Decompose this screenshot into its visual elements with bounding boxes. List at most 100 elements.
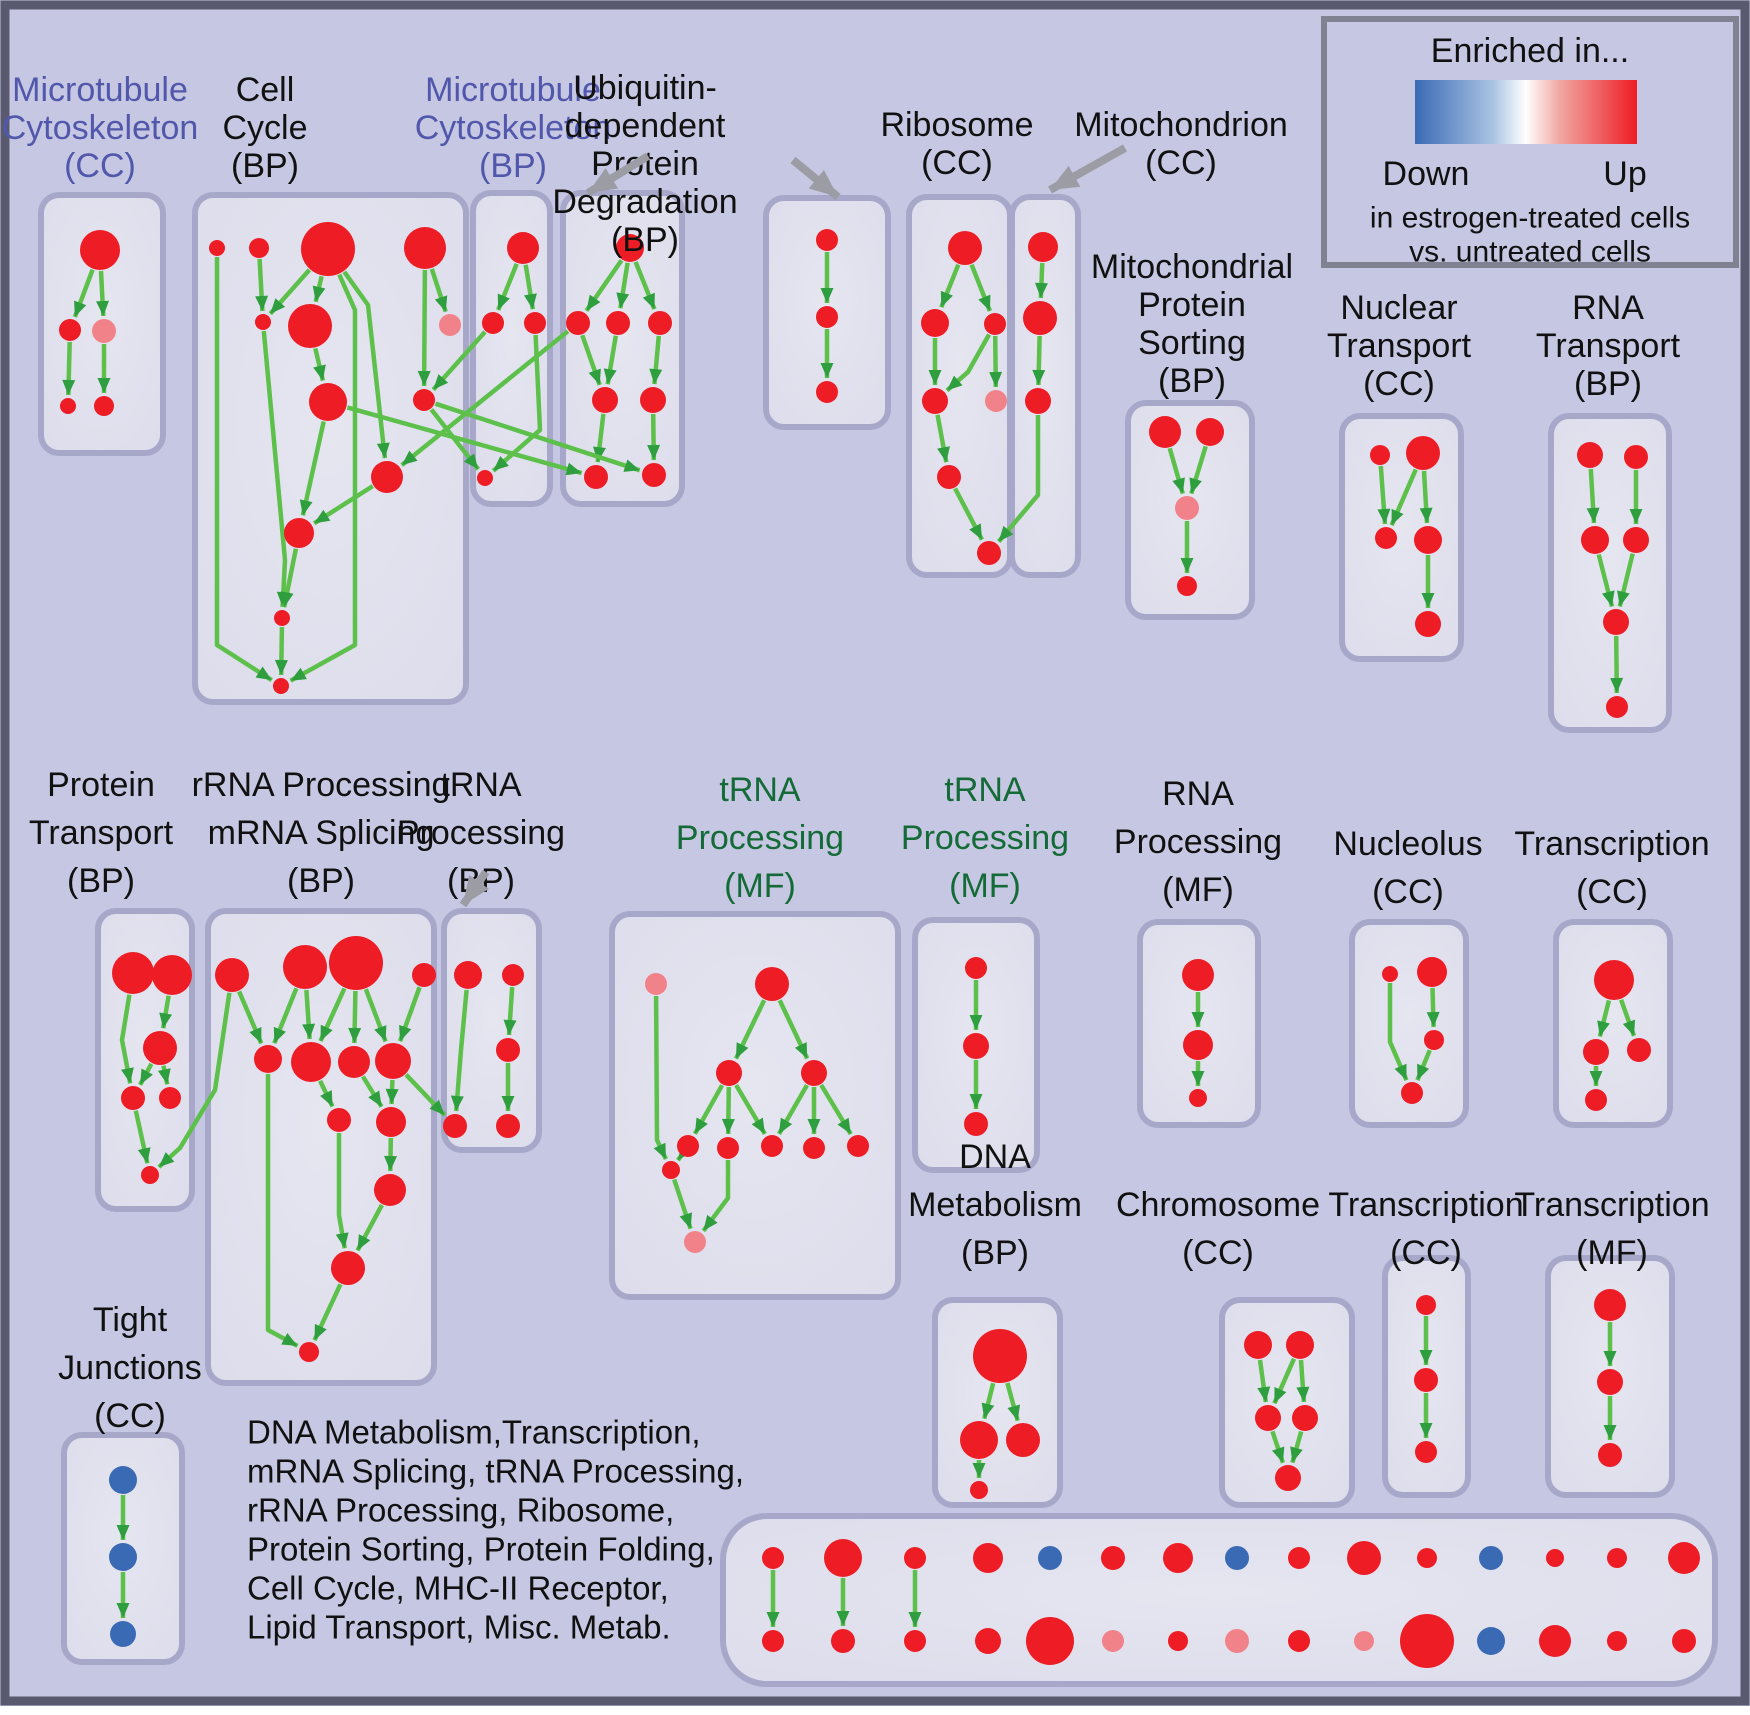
group-label-line: tRNA (719, 771, 801, 809)
node-chromosome-c4 (1292, 1405, 1318, 1431)
node-protein_transport-C (143, 1031, 177, 1065)
layer-edges (62, 252, 1643, 1627)
edge-rrna-R3-R8 (363, 988, 388, 1043)
layer-text: Microtubule Cytoskeleton (CC)Cell Cycle (BP)… (2, 69, 1710, 1646)
node-transcription_cc_mid-o1 (1594, 960, 1634, 1000)
misc-node-bottom-5 (1026, 1617, 1074, 1665)
node-rrna-R5 (254, 1045, 282, 1073)
node-trna_mf_big-g7 (761, 1135, 783, 1157)
edge-trna_mf_big-g3-g5 (692, 1084, 725, 1135)
group-label-transcription_cc_mid: Transcription (CC) (1514, 825, 1709, 911)
group-label-line: Chromosome (1116, 1186, 1320, 1224)
edge-rrna-R4-R8 (397, 986, 422, 1042)
edge-rrna-R10-R11 (384, 1137, 398, 1172)
cross-edge-ubq1.u2-cell_cycle.n10 (400, 329, 570, 467)
group-label-transcription_cc_bottom: Transcription (CC) (1328, 1186, 1523, 1272)
edge-cell_cycle-n12-n13 (274, 626, 288, 676)
group-label-line: dependent (565, 107, 726, 145)
node-transcription_cc_mid-o3 (1627, 1038, 1651, 1062)
edge-ribosome-r3-r4 (945, 333, 992, 393)
edge-ribosome-r3-r5 (989, 335, 1003, 388)
node-ribosome-r3 (984, 313, 1006, 335)
edge-rrna-R12-R13 (312, 1283, 343, 1342)
group-label-line: tRNA (440, 766, 522, 804)
group-label-line: (MF) (1576, 1234, 1648, 1272)
edge-rrna-R3-R6 (318, 987, 347, 1043)
node-ubq2-v3 (816, 381, 838, 403)
group-label-line: mRNA Splicing (208, 814, 435, 852)
node-ubq1-u3 (606, 311, 630, 335)
node-mps-p1 (1149, 416, 1181, 448)
node-trna_bp-T5 (496, 1114, 520, 1138)
node-rna_transport-s6 (1606, 696, 1628, 718)
edge-trna_mf_big-g3-g7 (734, 1083, 767, 1136)
layer-boxes (38, 190, 1718, 1687)
edge-trna_mf_big-g4-g9 (819, 1083, 853, 1136)
group-box-trna_bp (441, 908, 542, 1153)
node-chromosome-c2 (1286, 1331, 1314, 1359)
edge-protein_transport-C-E (157, 1065, 171, 1085)
node-mt_cc-a (80, 230, 120, 270)
node-transcription_cc_bottom-t2 (1414, 1368, 1438, 1392)
group-box-transcription_cc_mid (1553, 919, 1673, 1128)
edge-protein_transport-D-F (133, 1110, 151, 1164)
misc-node-top-8 (1225, 1546, 1249, 1570)
edge-rrna-R6-R9 (318, 1079, 335, 1108)
node-mito-w3 (1025, 388, 1051, 414)
edge-mps-p2-p3 (1189, 445, 1208, 495)
group-label-chromosome: Chromosome (CC) (1116, 1186, 1320, 1272)
edge-trna_mf_big-g2-g3 (733, 999, 767, 1060)
edge-cell_cycle-n1-n13 (214, 257, 273, 682)
misc-node-bottom-12 (1477, 1627, 1505, 1655)
edge-rrna-R9-R12 (335, 1133, 349, 1249)
misc-node-bottom-9 (1288, 1630, 1310, 1652)
node-tight_junctions-j2 (109, 1543, 137, 1571)
node-ubq2-v2 (816, 306, 838, 328)
misc-text-line-3: rRNA Processing, Ribosome, (247, 1492, 674, 1529)
group-label-trna_mf_big: tRNA Processing (MF) (676, 771, 844, 905)
group-label-line: (CC) (1182, 1234, 1254, 1272)
edge-trna_mf_big-g4-g7 (777, 1083, 809, 1136)
node-mt_cc-d (60, 398, 76, 414)
group-label-line: Ribosome (880, 106, 1033, 144)
group-label-nuclear_transport: Nuclear Transport (CC) (1327, 289, 1472, 403)
group-label-line: Degradation (552, 183, 737, 221)
misc-node-bottom-14 (1607, 1631, 1627, 1651)
node-transcription_cc_mid-o2 (1583, 1039, 1609, 1065)
node-protein_transport-B (152, 955, 192, 995)
node-trna_mf_big-g5 (677, 1135, 699, 1157)
edge-transcription_cc_mid-o1-o3 (1618, 999, 1637, 1037)
group-label-line: (CC) (94, 1397, 166, 1435)
group-label-line: Cytoskeleton (2, 109, 199, 147)
node-trna_mf_big-g2 (755, 967, 789, 1001)
node-ubq1-u5 (592, 387, 618, 413)
node-rrna-R3 (329, 936, 383, 990)
edge-ribosome-r1-r3 (969, 263, 992, 312)
group-label-mt_bp: Microtubule Cytoskeleton (BP) (415, 71, 612, 185)
node-cell_cycle-n8 (309, 383, 347, 421)
edge-cell_cycle-n3-n6 (312, 275, 326, 303)
edge-trna_bp-T1-T4 (450, 989, 469, 1112)
group-label-nucleolus: Nucleolus (CC) (1333, 825, 1482, 911)
edge-ubq1-u4-u6 (649, 335, 663, 385)
cross-edge-rrna.R8-trna_bp.T4 (404, 1073, 447, 1117)
edge-chromosome-c2-c4 (1296, 1359, 1310, 1403)
edge-rna_transport-s4-s5 (1617, 553, 1635, 608)
node-trna_mf_big-g6 (717, 1137, 739, 1159)
edge-rrna-R3-R7 (348, 990, 362, 1044)
node-mito-w2 (1023, 301, 1057, 335)
group-label-line: Junctions (58, 1349, 202, 1387)
node-rrna-R12 (331, 1251, 365, 1285)
legend-down-label: Down (1383, 155, 1470, 193)
group-label-cell_cycle: Cell Cycle (BP) (222, 71, 307, 185)
node-trna_bp-T1 (454, 961, 482, 989)
node-cell_cycle-n3 (301, 222, 355, 276)
cross-edge-cell_cycle.n8-ubq1.u7 (346, 405, 583, 476)
node-rrna-R13 (299, 1342, 319, 1362)
misc-node-bottom-10 (1354, 1631, 1374, 1651)
edge-ribosome-r4-r6 (935, 414, 950, 463)
edge-ubq1-u2-u5 (580, 334, 602, 386)
node-trna_mf_big-g10 (662, 1161, 680, 1179)
edge-mt_cc-a-c (96, 270, 110, 317)
node-cell_cycle-n11 (284, 518, 314, 548)
